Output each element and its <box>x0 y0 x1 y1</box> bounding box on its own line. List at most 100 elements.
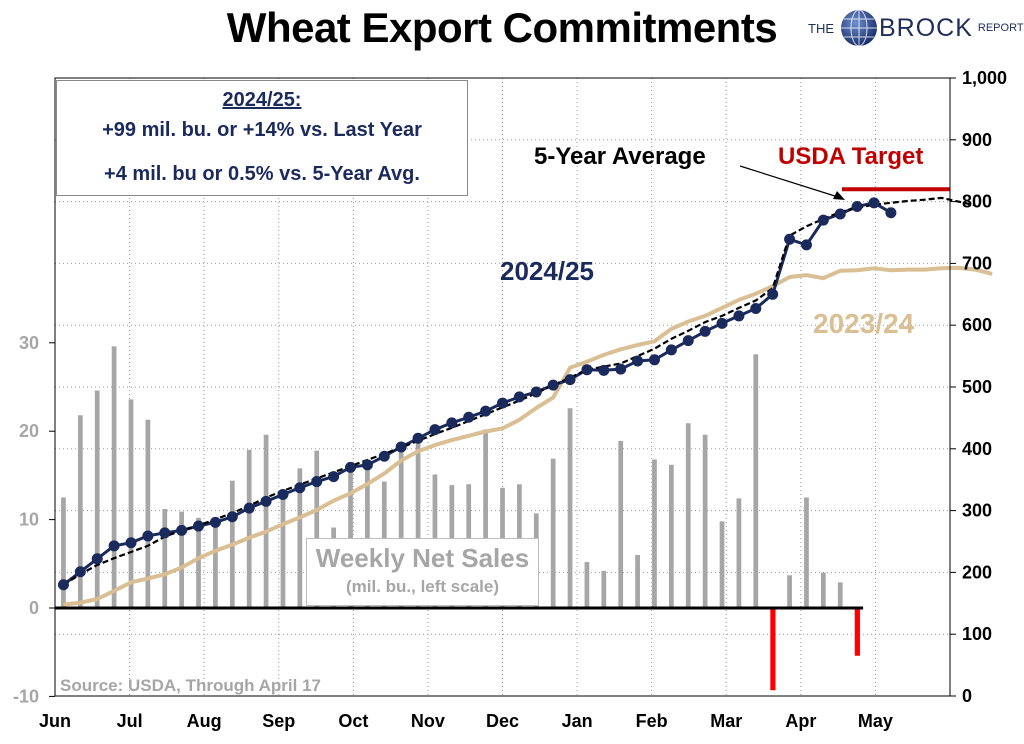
weekly-sales-bar <box>415 434 421 608</box>
series-markers <box>57 197 897 591</box>
weekly-sales-bar <box>685 423 691 608</box>
weekly-sales-bar <box>111 346 117 608</box>
x-axis-label: Mar <box>710 711 742 731</box>
series-2024-25-point <box>74 566 86 578</box>
right-axis-label: 1,000 <box>962 68 1007 88</box>
logo-post: REPORT <box>977 22 1024 34</box>
weekly-sales-bar <box>804 497 809 608</box>
weekly-sales-bar <box>854 608 860 656</box>
x-axis-label: Feb <box>636 711 668 731</box>
left-axis-label: 10 <box>19 510 39 530</box>
series-2024-25-point <box>412 432 424 444</box>
series-2024-25-point <box>665 344 677 356</box>
series-2024-25-point <box>395 441 407 453</box>
weekly-sales-bar <box>669 464 674 608</box>
weekly-sales-bar <box>652 459 657 608</box>
series-2024-25-point <box>159 527 171 539</box>
info-box: 2024/25: +99 mil. bu. or +14% vs. Last Y… <box>56 80 468 196</box>
left-axis-label: 30 <box>19 333 39 353</box>
series-2324-label: 2023/24 <box>813 308 915 339</box>
series-2024-25-point <box>378 450 390 462</box>
series-2024-25-point <box>513 391 525 403</box>
weekly-sales-bar <box>297 468 303 608</box>
weekly-sales-bar <box>179 511 185 608</box>
weekly-sales-bar <box>94 390 100 608</box>
x-axis-label: Jun <box>39 711 71 731</box>
x-axis-label: Dec <box>486 711 519 731</box>
x-axis-label: Aug <box>187 711 222 731</box>
series-2023-24-line <box>63 265 993 607</box>
logo-pre: THE <box>808 20 834 36</box>
left-axis-label: 20 <box>19 421 39 441</box>
series-2024-25-point <box>57 579 69 591</box>
x-axis-label: Jul <box>117 711 143 731</box>
weekly-sales-bar <box>770 608 776 691</box>
x-axis-label: Nov <box>411 711 445 731</box>
x-axis-label: Jan <box>562 711 593 731</box>
left-axis-label: 0 <box>29 598 39 618</box>
series-2024-25-point <box>817 214 829 226</box>
weekly-sales-bar <box>398 445 404 608</box>
series-2024-25-point <box>547 379 559 391</box>
weekly-sales-bar <box>483 429 488 608</box>
series-2024-25-point <box>767 288 779 300</box>
series-2024-25-point <box>851 201 863 213</box>
series-2024-25-point <box>226 511 238 523</box>
weekly-sales-bar <box>61 497 66 608</box>
series-2024-25-point <box>243 502 255 514</box>
series-2024-25-point <box>564 374 576 386</box>
series-2024-25-point <box>260 495 272 507</box>
series-2024-25-point <box>699 325 711 337</box>
series-2024-25-point <box>91 553 103 565</box>
series-2024-25-point <box>632 355 644 367</box>
five-year-label: 5-Year Average <box>534 143 706 170</box>
weekly-sales-bar <box>246 449 252 608</box>
right-axis-label: 900 <box>962 130 992 150</box>
series-2024-25-point <box>682 335 694 347</box>
weekly-sales-label-box: Weekly Net Sales (mil. bu., left scale) <box>306 538 539 606</box>
weekly-sales-bar <box>753 354 759 608</box>
series-2024-25-line <box>62 201 892 586</box>
right-axis-label: 200 <box>962 562 992 582</box>
weekly-sales-bar <box>787 575 792 608</box>
weekly-sales-bar <box>702 434 708 608</box>
axes: 0 100 200 300 400 500 600 700 800 900 1,000 -10 0 10 2… <box>13 68 1007 731</box>
weekly-sales-bar <box>584 562 590 608</box>
series-2024-25-point <box>497 397 508 409</box>
right-axis-label: 800 <box>962 192 992 212</box>
usda-target-label: USDA Target <box>778 143 924 170</box>
weekly-sales-bar <box>213 527 218 608</box>
right-axis-label: 100 <box>962 624 992 644</box>
series-2024-25-point <box>311 476 323 488</box>
series-2024-25-point <box>885 207 897 219</box>
series-2024-25-point <box>345 461 357 473</box>
series-2024-25-point <box>209 516 221 528</box>
weekly-sales-bar <box>567 408 573 608</box>
globe-icon <box>841 9 877 47</box>
series-2024-25-point <box>648 354 660 366</box>
series-2024-25-point <box>750 303 762 315</box>
weekly-sales-bar <box>820 572 826 608</box>
five-year-arrowhead <box>833 191 845 200</box>
five-year-arrow <box>739 165 839 198</box>
weekly-sales-bar <box>365 463 370 608</box>
weekly-sales-bar <box>263 434 269 608</box>
brock-report-logo: THE BROCK REPORT <box>808 8 1024 48</box>
weekly-net-sales-bars <box>61 346 860 691</box>
source-note: Source: USDA, Through April 17 <box>60 676 322 695</box>
x-axis-label: Oct <box>338 711 368 731</box>
series-2024-25-point <box>142 530 154 542</box>
series-2024-25-point <box>716 317 728 329</box>
weekly-sales-bar <box>77 415 83 608</box>
series-2024-25-point <box>800 239 812 251</box>
right-axis-label: 300 <box>962 501 992 521</box>
series-2024-25-point <box>868 197 880 209</box>
right-axis-label: 500 <box>962 377 992 397</box>
weekly-sales-bar <box>736 498 742 608</box>
series-2024-25-point <box>480 405 492 417</box>
weekly-sales-bar <box>635 554 640 608</box>
info-line-2: +4 mil. bu or 0.5% vs. 5-Year Avg. <box>104 163 420 185</box>
series-2024-25-point <box>530 386 542 398</box>
weekly-sales-bar <box>145 419 151 608</box>
series-2024-25-point <box>733 310 745 322</box>
